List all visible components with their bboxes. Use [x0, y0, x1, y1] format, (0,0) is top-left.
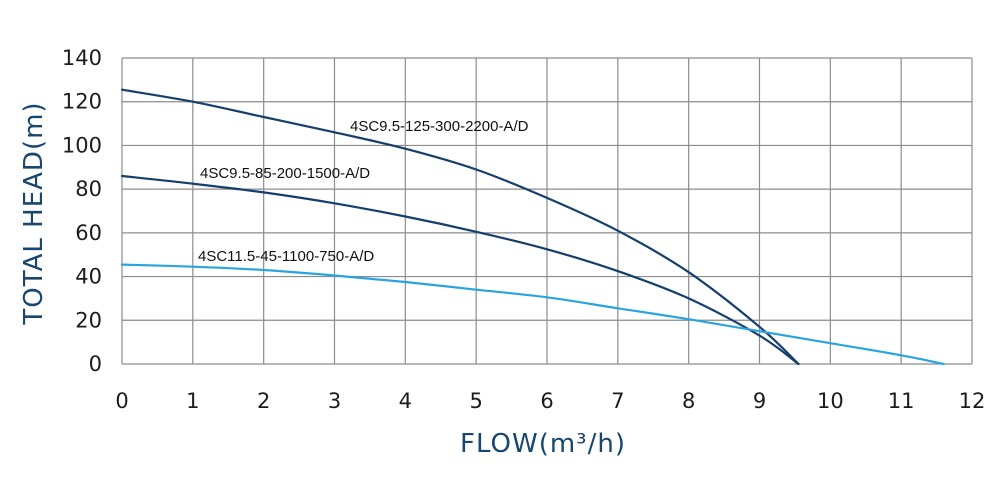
x-tick-label: 8: [682, 389, 695, 413]
y-tick-label: 60: [75, 221, 102, 245]
grid: [121, 57, 973, 365]
x-tick-label: 12: [959, 389, 986, 413]
x-tick-label: 10: [817, 389, 844, 413]
x-tick-label: 7: [611, 389, 624, 413]
x-tick-label: 2: [257, 389, 270, 413]
y-axis-title: TOTAL HEAD(m): [19, 101, 49, 325]
x-tick-label: 9: [753, 389, 766, 413]
series-lines: [120, 88, 945, 366]
x-axis-ticks: 0 1 2 3 4 5 6 7 8 9 10 11 12: [115, 389, 985, 413]
y-tick-label: 140: [62, 46, 102, 70]
x-tick-label: 6: [540, 389, 553, 413]
y-tick-label: 20: [75, 308, 102, 332]
x-tick-label: 4: [399, 389, 412, 413]
y-tick-label: 40: [75, 265, 102, 289]
y-tick-label: 100: [62, 133, 102, 157]
series-label-1: 4SC9.5-125-300-2200-A/D: [350, 118, 529, 135]
x-tick-label: 3: [328, 389, 341, 413]
series-labels: 4SC9.5-125-300-2200-A/D 4SC9.5-85-200-150…: [198, 118, 529, 265]
y-tick-label: 120: [62, 90, 102, 114]
series-line-2: [120, 174, 800, 366]
y-tick-label: 80: [75, 177, 102, 201]
y-tick-label: 0: [89, 352, 102, 376]
y-axis-ticks: 0 20 40 60 80 100 120 140: [62, 46, 102, 376]
x-tick-label: 0: [115, 389, 128, 413]
series-line-1: [120, 88, 800, 366]
series-label-3: 4SC11.5-45-1100-750-A/D: [198, 248, 374, 265]
series-line-3: [120, 263, 945, 366]
x-axis-title: FLOW(m³/h): [460, 429, 626, 459]
x-tick-label: 11: [888, 389, 915, 413]
x-tick-label: 1: [186, 389, 199, 413]
x-tick-label: 5: [469, 389, 482, 413]
series-label-2: 4SC9.5-85-200-1500-A/D: [200, 165, 370, 182]
